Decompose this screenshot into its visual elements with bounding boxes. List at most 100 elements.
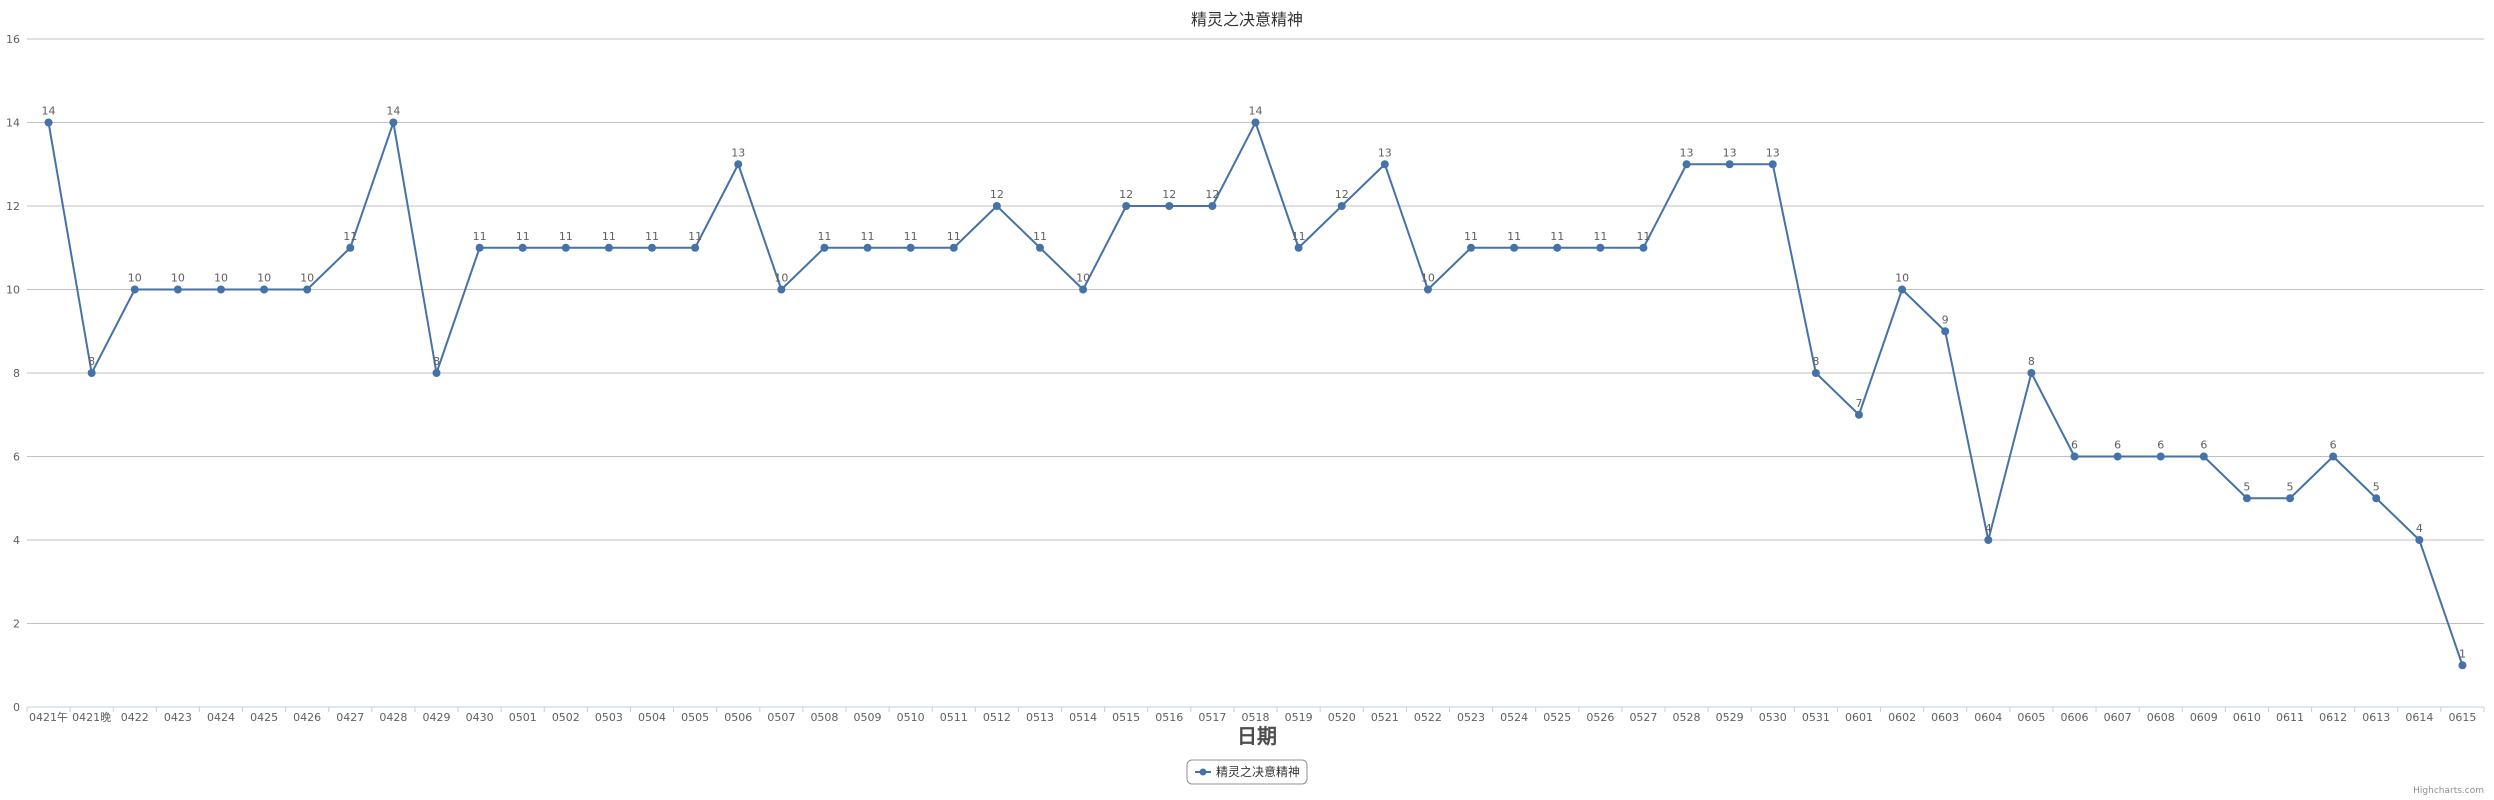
x-tick-label: 0424 xyxy=(207,711,235,724)
data-point xyxy=(260,285,269,294)
data-point xyxy=(2113,452,2122,461)
data-label: 11 xyxy=(947,230,961,243)
data-label: 11 xyxy=(645,230,659,243)
x-tick-label: 0426 xyxy=(293,711,321,724)
y-tick-label: 10 xyxy=(6,284,20,297)
data-label: 8 xyxy=(88,355,95,368)
data-point xyxy=(1165,202,1174,210)
x-tick-label: 0523 xyxy=(1457,711,1485,724)
y-tick-label: 16 xyxy=(6,33,20,46)
x-tick-label: 0529 xyxy=(1716,711,1744,724)
y-tick-label: 12 xyxy=(6,200,20,213)
x-tick-label: 0527 xyxy=(1629,711,1657,724)
data-label: 12 xyxy=(1162,188,1176,201)
x-tick-label: 0510 xyxy=(897,711,925,724)
data-label: 12 xyxy=(1205,188,1219,201)
legend-marker-icon xyxy=(1199,768,1207,776)
data-label: 14 xyxy=(1249,105,1263,118)
y-tick-label: 6 xyxy=(13,451,20,464)
x-tick-label: 0508 xyxy=(810,711,838,724)
x-tick-label: 0422 xyxy=(121,711,149,724)
x-tick-label: 0428 xyxy=(379,711,407,724)
data-label: 11 xyxy=(1507,230,1521,243)
data-label: 8 xyxy=(2028,355,2035,368)
x-tick-label: 0601 xyxy=(1845,711,1873,724)
data-label: 8 xyxy=(433,355,440,368)
data-point xyxy=(2329,452,2338,461)
data-point xyxy=(1380,160,1389,169)
data-label: 6 xyxy=(2071,439,2078,452)
data-point xyxy=(949,243,958,252)
data-point xyxy=(1208,202,1217,210)
x-tick-label: 0524 xyxy=(1500,711,1528,724)
credits-link[interactable]: Highcharts.com xyxy=(2413,786,2484,796)
data-point xyxy=(561,243,570,252)
data-point xyxy=(1510,243,1519,252)
y-tick-label: 4 xyxy=(13,534,20,547)
x-tick-label: 0429 xyxy=(423,711,451,724)
data-label: 10 xyxy=(1076,272,1090,285)
data-point xyxy=(691,243,700,252)
data-label: 11 xyxy=(343,230,357,243)
data-label: 11 xyxy=(904,230,918,243)
x-tick-label: 0603 xyxy=(1931,711,1959,724)
data-label: 11 xyxy=(1636,230,1650,243)
data-label: 11 xyxy=(1464,230,1478,243)
data-label: 14 xyxy=(386,105,400,118)
data-point xyxy=(1682,160,1691,169)
x-tick-label: 0528 xyxy=(1673,711,1701,724)
data-point xyxy=(1725,160,1734,169)
x-tick-label: 0531 xyxy=(1802,711,1830,724)
data-point xyxy=(475,243,484,252)
data-label: 11 xyxy=(861,230,875,243)
x-tick-label: 0504 xyxy=(638,711,666,724)
data-point xyxy=(1423,285,1432,294)
data-label: 10 xyxy=(1421,272,1435,285)
data-point xyxy=(303,285,312,294)
x-tick-label: 0516 xyxy=(1155,711,1183,724)
y-tick-label: 2 xyxy=(13,618,20,631)
data-point xyxy=(1294,243,1303,252)
data-point xyxy=(1898,285,1907,294)
x-tick-label: 0421晚 xyxy=(72,711,111,724)
data-label: 6 xyxy=(2200,439,2207,452)
data-label: 9 xyxy=(1942,313,1949,326)
x-axis-title: 日期 xyxy=(1237,724,1277,748)
data-label: 10 xyxy=(1895,272,1909,285)
data-label: 10 xyxy=(171,272,185,285)
data-point xyxy=(2242,494,2251,503)
data-label: 7 xyxy=(1855,397,1862,410)
y-tick-label: 0 xyxy=(13,701,20,714)
data-label: 5 xyxy=(2287,480,2294,493)
data-point xyxy=(1768,160,1777,169)
x-tick-label: 0515 xyxy=(1112,711,1140,724)
x-tick-label: 0608 xyxy=(2147,711,2175,724)
x-tick-label: 0610 xyxy=(2233,711,2261,724)
data-label: 11 xyxy=(602,230,616,243)
data-label: 10 xyxy=(128,272,142,285)
x-tick-label: 0502 xyxy=(552,711,580,724)
x-axis: 0421午 0421晚 0422 0423 0424 0425 0426 0427 0428 04… xyxy=(26,706,2485,724)
data-label: 10 xyxy=(257,272,271,285)
data-point xyxy=(346,243,355,252)
data-label: 13 xyxy=(1378,146,1392,159)
data-label: 5 xyxy=(2243,480,2250,493)
data-point xyxy=(1553,243,1562,252)
data-label: 11 xyxy=(817,230,831,243)
data-point xyxy=(648,243,657,252)
data-point xyxy=(2027,369,2036,377)
x-tick-label: 0503 xyxy=(595,711,623,724)
data-point xyxy=(992,202,1001,210)
data-label: 6 xyxy=(2114,439,2121,452)
legend[interactable]: 精灵之决意精神 xyxy=(1186,759,1308,785)
data-label: 11 xyxy=(516,230,530,243)
x-tick-label: 0609 xyxy=(2190,711,2218,724)
x-tick-label: 0423 xyxy=(164,711,192,724)
chart-title: 精灵之决意精神 xyxy=(1191,10,1303,29)
x-tick-label: 0612 xyxy=(2319,711,2347,724)
data-label: 11 xyxy=(1292,230,1306,243)
data-label: 6 xyxy=(2330,439,2337,452)
x-tick-label: 0514 xyxy=(1069,711,1097,724)
data-point xyxy=(130,285,139,294)
x-tick-label: 0509 xyxy=(854,711,882,724)
